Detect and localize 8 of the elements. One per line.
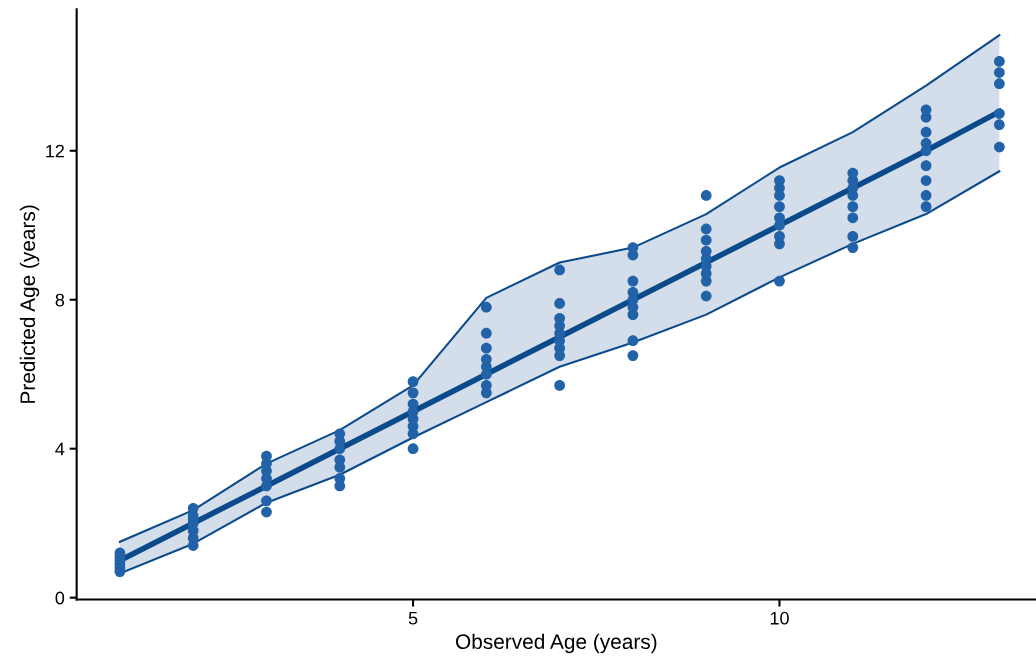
x-tick-label: 10 [770, 611, 789, 625]
y-tick-label: 12 [46, 144, 64, 158]
y-axis-title: Predicted Age (years) [19, 205, 40, 403]
x-axis-title: Observed Age (years) [456, 633, 657, 654]
y-tick-label: 8 [55, 293, 65, 307]
y-tick-label: 0 [55, 591, 65, 605]
x-tick-label: 5 [408, 612, 418, 625]
y-tick-label: 4 [55, 442, 65, 456]
